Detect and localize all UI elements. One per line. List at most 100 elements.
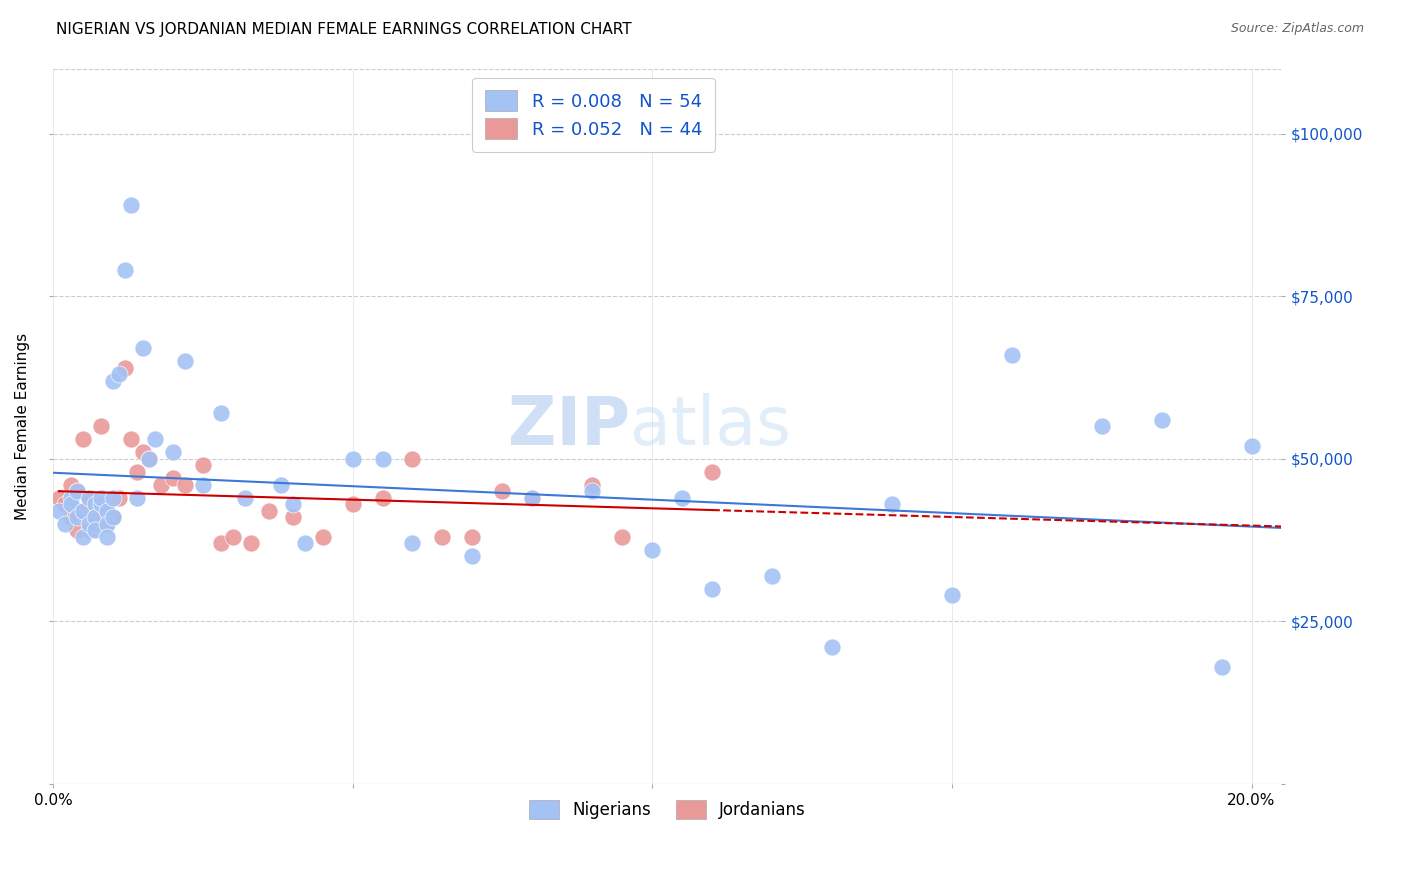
Point (125, 465, 148, 479)
Point (83, 516, 105, 531)
Point (108, 367, 131, 381)
Point (612, 530, 634, 544)
Point (72, 503, 94, 517)
Point (222, 530, 245, 544)
Point (77, 516, 100, 531)
Point (72, 530, 94, 544)
Point (48, 491, 70, 505)
Point (671, 491, 693, 505)
Point (101, 491, 124, 505)
Point (83, 503, 105, 517)
Point (48, 503, 70, 517)
Point (132, 445, 155, 459)
Point (96, 503, 118, 517)
Point (1001, 348, 1024, 362)
Point (173, 354, 195, 368)
Point (77, 491, 100, 505)
Point (209, 406, 232, 420)
Point (83, 523, 105, 537)
Point (132, 341, 155, 355)
Point (522, 491, 544, 505)
Point (461, 530, 484, 544)
Point (53, 497, 76, 511)
Point (90, 497, 112, 511)
Point (294, 536, 316, 550)
Point (641, 542, 664, 557)
Point (96, 503, 118, 517)
Point (432, 530, 454, 544)
Point (101, 510, 124, 524)
Point (1150, 412, 1173, 426)
Point (83, 497, 105, 511)
Point (401, 451, 423, 466)
Point (270, 477, 292, 491)
Point (491, 484, 513, 499)
Point (138, 451, 160, 466)
Point (66, 523, 89, 537)
Point (880, 497, 903, 511)
Point (1240, 439, 1263, 453)
Point (101, 374, 124, 388)
Point (72, 432, 94, 446)
Point (96, 530, 118, 544)
Point (342, 451, 364, 466)
Legend: Nigerians, Jordanians: Nigerians, Jordanians (522, 793, 813, 825)
Point (281, 510, 304, 524)
Point (90, 491, 112, 505)
Point (581, 484, 603, 499)
Point (96, 516, 118, 531)
Point (83, 510, 105, 524)
Point (702, 582, 724, 596)
Point (138, 451, 160, 466)
Point (1211, 659, 1233, 673)
Point (114, 263, 136, 277)
Point (59, 491, 82, 505)
Point (162, 445, 184, 459)
Point (821, 640, 844, 655)
Point (761, 568, 783, 582)
Point (342, 497, 364, 511)
Point (59, 510, 82, 524)
Point (702, 465, 724, 479)
Point (941, 588, 963, 602)
Point (371, 451, 394, 466)
Point (90, 419, 112, 434)
Point (53, 516, 76, 531)
Point (191, 458, 214, 472)
Point (281, 497, 304, 511)
Text: atlas: atlas (630, 393, 792, 459)
Point (114, 360, 136, 375)
Point (66, 484, 89, 499)
Point (59, 497, 82, 511)
Point (66, 510, 89, 524)
Point (162, 471, 184, 485)
Point (522, 491, 544, 505)
Y-axis label: Median Female Earnings: Median Female Earnings (15, 333, 30, 520)
Point (90, 497, 112, 511)
Point (101, 510, 124, 524)
Point (173, 477, 195, 491)
Point (125, 491, 148, 505)
Point (311, 530, 333, 544)
Point (143, 432, 166, 446)
Point (101, 491, 124, 505)
Text: Source: ZipAtlas.com: Source: ZipAtlas.com (1230, 22, 1364, 36)
Point (66, 484, 89, 499)
Point (461, 549, 484, 564)
Point (149, 477, 172, 491)
Text: NIGERIAN VS JORDANIAN MEDIAN FEMALE EARNINGS CORRELATION CHART: NIGERIAN VS JORDANIAN MEDIAN FEMALE EARN… (56, 22, 631, 37)
Point (191, 477, 214, 491)
Point (72, 503, 94, 517)
Point (77, 491, 100, 505)
Point (239, 536, 262, 550)
Point (581, 477, 603, 491)
Point (371, 491, 394, 505)
Text: ZIP: ZIP (509, 393, 630, 459)
Point (401, 536, 423, 550)
Point (233, 491, 256, 505)
Point (96, 516, 118, 531)
Point (257, 503, 280, 517)
Point (1091, 419, 1114, 434)
Point (120, 432, 142, 446)
Point (77, 523, 100, 537)
